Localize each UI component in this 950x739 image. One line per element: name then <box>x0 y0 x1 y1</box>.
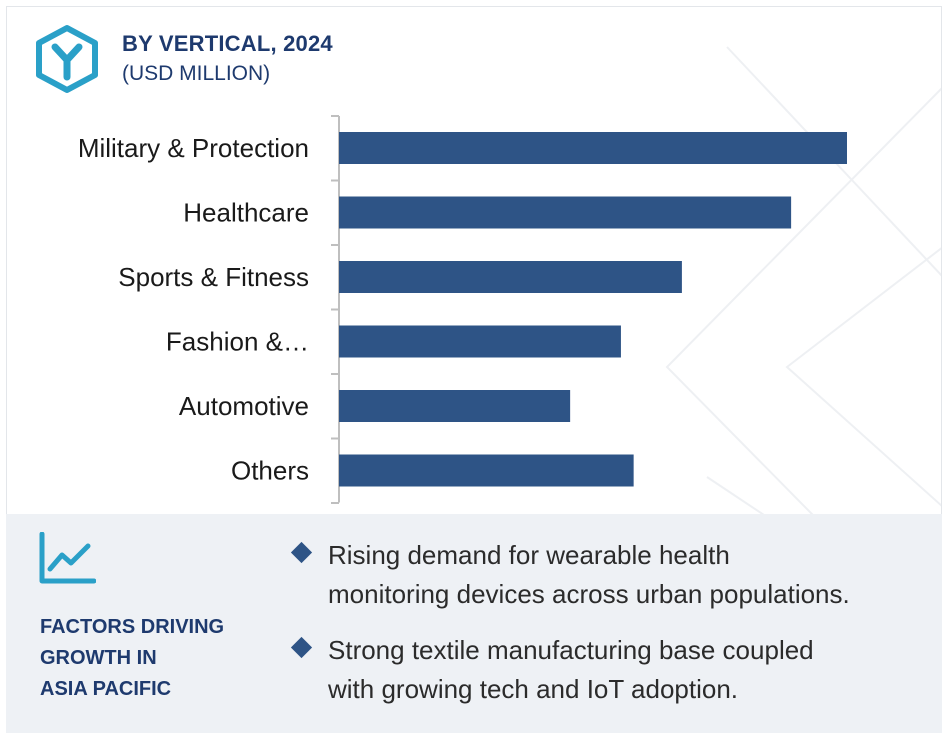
factor-item: Strong textile manufacturing base couple… <box>290 631 930 709</box>
bar <box>339 196 792 229</box>
factors-heading: FACTORS DRIVING GROWTH IN ASIA PACIFIC <box>40 612 270 705</box>
bar <box>339 390 571 422</box>
factor-text-line: Strong textile manufacturing base couple… <box>328 635 814 665</box>
bar <box>339 325 621 358</box>
factors-panel: FACTORS DRIVING GROWTH IN ASIA PACIFIC R… <box>6 514 942 733</box>
category-label: Healthcare <box>183 198 309 228</box>
factors-heading-line: GROWTH IN <box>40 647 157 669</box>
factors-list: Rising demand for wearable health monito… <box>290 536 930 726</box>
chart-subtitle: (USD MILLION) <box>122 62 271 85</box>
category-label: Sports & Fitness <box>118 262 309 292</box>
factor-item: Rising demand for wearable health monito… <box>290 536 930 614</box>
factor-text-line: Rising demand for wearable health <box>328 540 730 570</box>
chart-title: BY VERTICAL, 2024 <box>122 31 333 56</box>
category-label: Automotive <box>179 391 309 421</box>
factor-text: Rising demand for wearable health monito… <box>328 536 930 614</box>
category-label: Military & Protection <box>78 133 309 163</box>
diamond-bullet-icon <box>290 541 313 564</box>
bar <box>339 132 847 164</box>
factor-text: Strong textile manufacturing base couple… <box>328 631 930 709</box>
trend-line-icon <box>39 532 96 584</box>
factors-heading-line: ASIA PACIFIC <box>40 678 172 700</box>
bar <box>339 261 682 293</box>
diamond-bullet-icon <box>290 636 313 659</box>
bar <box>339 454 634 487</box>
factors-heading-line: FACTORS DRIVING <box>40 616 225 638</box>
bar-chart: Military & Protection Healthcare Sports & … <box>78 115 847 504</box>
category-label: Fashion &… <box>166 327 309 357</box>
factor-text-line: monitoring devices across urban populati… <box>328 579 850 609</box>
factor-text-line: with growing tech and IoT adoption. <box>328 674 739 704</box>
hexagon-y-logo-icon <box>36 25 98 93</box>
category-label: Others <box>231 456 309 486</box>
